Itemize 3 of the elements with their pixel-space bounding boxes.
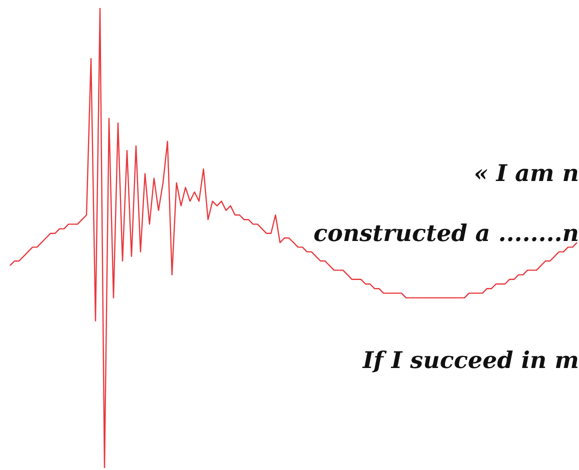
annotation: « I am n [474,160,579,187]
annotation: constructed a ........n [313,220,579,247]
annotation: If I succeed in m [362,347,579,374]
